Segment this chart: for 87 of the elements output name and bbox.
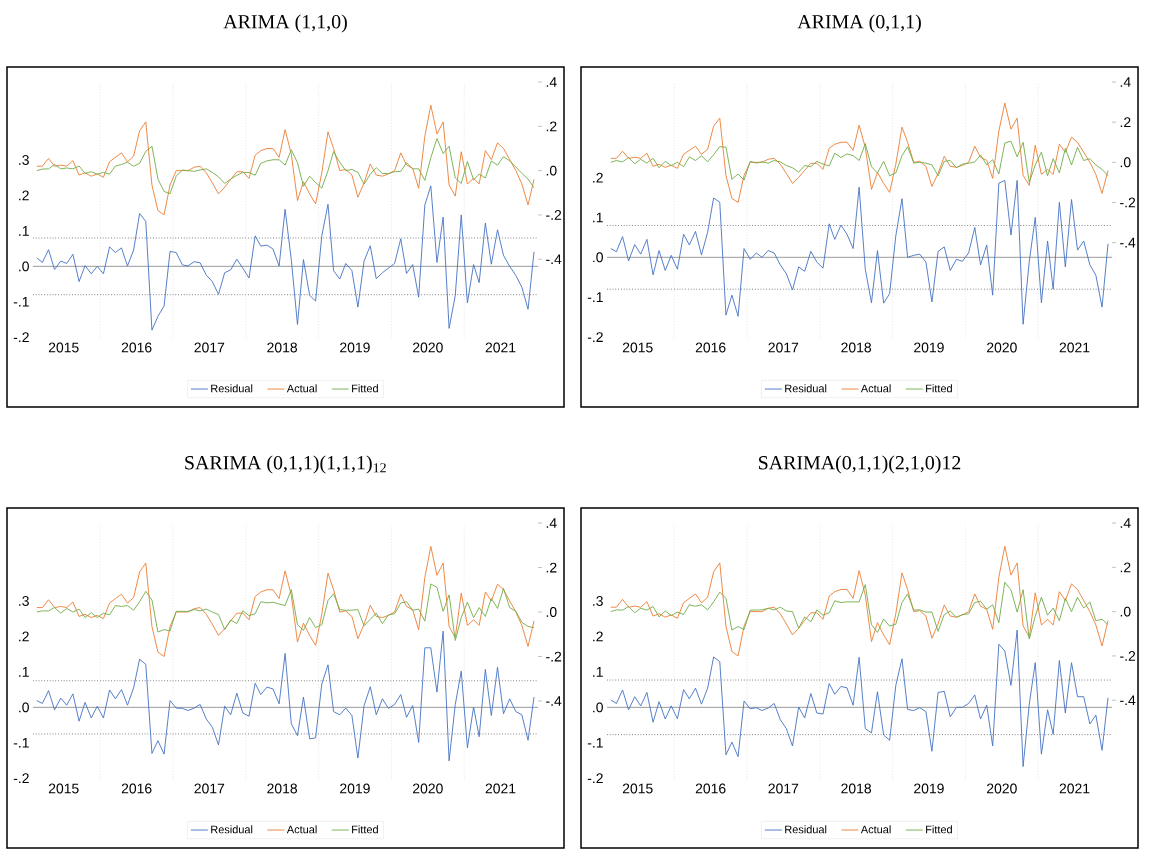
x-tick-label: 2017 [768, 342, 799, 353]
chart-title: ARIMA (1,1,0) [223, 14, 347, 33]
x-tick-label: 2019 [340, 783, 370, 794]
y-tick-label: .2 [593, 172, 603, 183]
legend-label: Actual [860, 384, 891, 393]
x-tick-label: 2020 [987, 783, 1017, 794]
y2-tick-label: .4 [1120, 518, 1131, 528]
x-tick-label: 2018 [841, 783, 872, 794]
x-tick-label: 2019 [340, 342, 370, 353]
y-tick-label: -.2 [13, 773, 29, 784]
chart-title: SARIMA(0,1,1)(2,1,0)12 [759, 455, 961, 474]
y2-tick-label: -.2 [546, 651, 562, 662]
y2-tick-label: .0 [546, 607, 557, 617]
y-tick-label: -.2 [13, 332, 29, 343]
y-tick-label: .0 [593, 252, 603, 263]
y2-tick-label: -.2 [1120, 197, 1136, 208]
x-tick-label: 2017 [768, 783, 799, 794]
y-tick-label: .3 [593, 596, 603, 606]
y2-tick-label: .0 [1120, 606, 1131, 617]
x-tick-label: 2018 [841, 342, 872, 353]
legend-label: Fitted [926, 384, 952, 393]
y-tick-label: -.1 [13, 296, 29, 307]
legend-label: Residual [785, 384, 827, 393]
x-tick-label: 2018 [267, 783, 298, 794]
y2-tick-label: -.4 [1120, 237, 1136, 248]
y-tick-label: .0 [593, 702, 603, 713]
legend-label: Actual [286, 825, 317, 834]
y2-tick-label: .2 [546, 562, 557, 573]
legend-label: Residual [785, 825, 827, 834]
x-tick-label: 2016 [695, 783, 726, 794]
y2-tick-label: .2 [1120, 117, 1131, 128]
x-tick-label: 2019 [914, 342, 944, 353]
y2-tick-label: .2 [546, 121, 557, 132]
y-tick-label: -.1 [587, 292, 603, 302]
x-tick-label: 2015 [622, 342, 653, 353]
y-tick-label: .3 [19, 596, 29, 606]
x-tick-label: 2021 [1059, 342, 1090, 353]
y2-tick-label: -.4 [546, 696, 562, 706]
y2-tick-label: .4 [546, 518, 557, 528]
y-tick-label: .2 [19, 190, 29, 201]
y-tick-label: .1 [593, 212, 603, 223]
y-tick-label: .0 [19, 261, 29, 272]
x-tick-label: 2020 [413, 783, 443, 794]
x-tick-label: 2016 [121, 342, 152, 353]
x-tick-label: 2015 [48, 342, 79, 353]
chart-title: SARIMA (0,1,1)(1,1,1)$_{12}$ [185, 455, 386, 474]
y2-tick-label: .2 [1120, 562, 1131, 573]
y2-tick-label: .0 [1120, 157, 1131, 168]
x-tick-label: 2020 [413, 342, 443, 353]
x-tick-label: 2016 [695, 342, 726, 353]
y2-tick-label: -.4 [546, 254, 562, 265]
legend-label: Fitted [352, 384, 378, 393]
y2-tick-label: .4 [546, 77, 557, 87]
y-tick-label: -.1 [13, 738, 29, 748]
legend-label: Actual [860, 825, 891, 834]
legend-label: Actual [286, 384, 317, 393]
legend-label: Residual [211, 384, 253, 393]
legend-label: Fitted [352, 825, 378, 834]
y-tick-label: .2 [19, 631, 29, 642]
y2-tick-label: -.2 [546, 210, 562, 220]
chart-title: ARIMA (0,1,1) [797, 14, 921, 33]
y-tick-label: -.2 [587, 773, 603, 784]
x-tick-label: 2019 [914, 783, 944, 794]
x-tick-label: 2015 [622, 783, 653, 794]
x-tick-label: 2015 [48, 783, 79, 794]
x-tick-label: 2018 [267, 342, 298, 353]
legend-label: Residual [211, 825, 253, 834]
x-tick-label: 2017 [194, 342, 225, 353]
x-tick-label: 2021 [485, 342, 516, 353]
x-tick-label: 2020 [987, 342, 1017, 353]
legend-label: Fitted [926, 825, 952, 834]
y-tick-label: .1 [19, 667, 29, 677]
y-tick-label: .2 [593, 631, 603, 642]
y2-tick-label: -.4 [1120, 695, 1136, 706]
x-tick-label: 2017 [194, 783, 225, 794]
x-tick-label: 2021 [485, 783, 516, 794]
y-tick-label: .3 [19, 155, 29, 165]
y-tick-label: -.2 [587, 332, 603, 342]
y-tick-label: .1 [19, 226, 29, 236]
x-tick-label: 2016 [121, 783, 152, 794]
y2-tick-label: .0 [546, 165, 557, 176]
y-tick-label: .0 [19, 702, 29, 713]
y-tick-label: -.1 [587, 738, 603, 748]
y2-tick-label: -.2 [1120, 651, 1136, 661]
y-tick-label: .1 [593, 667, 603, 677]
y2-tick-label: .4 [1120, 77, 1131, 87]
x-tick-label: 2021 [1059, 783, 1090, 794]
